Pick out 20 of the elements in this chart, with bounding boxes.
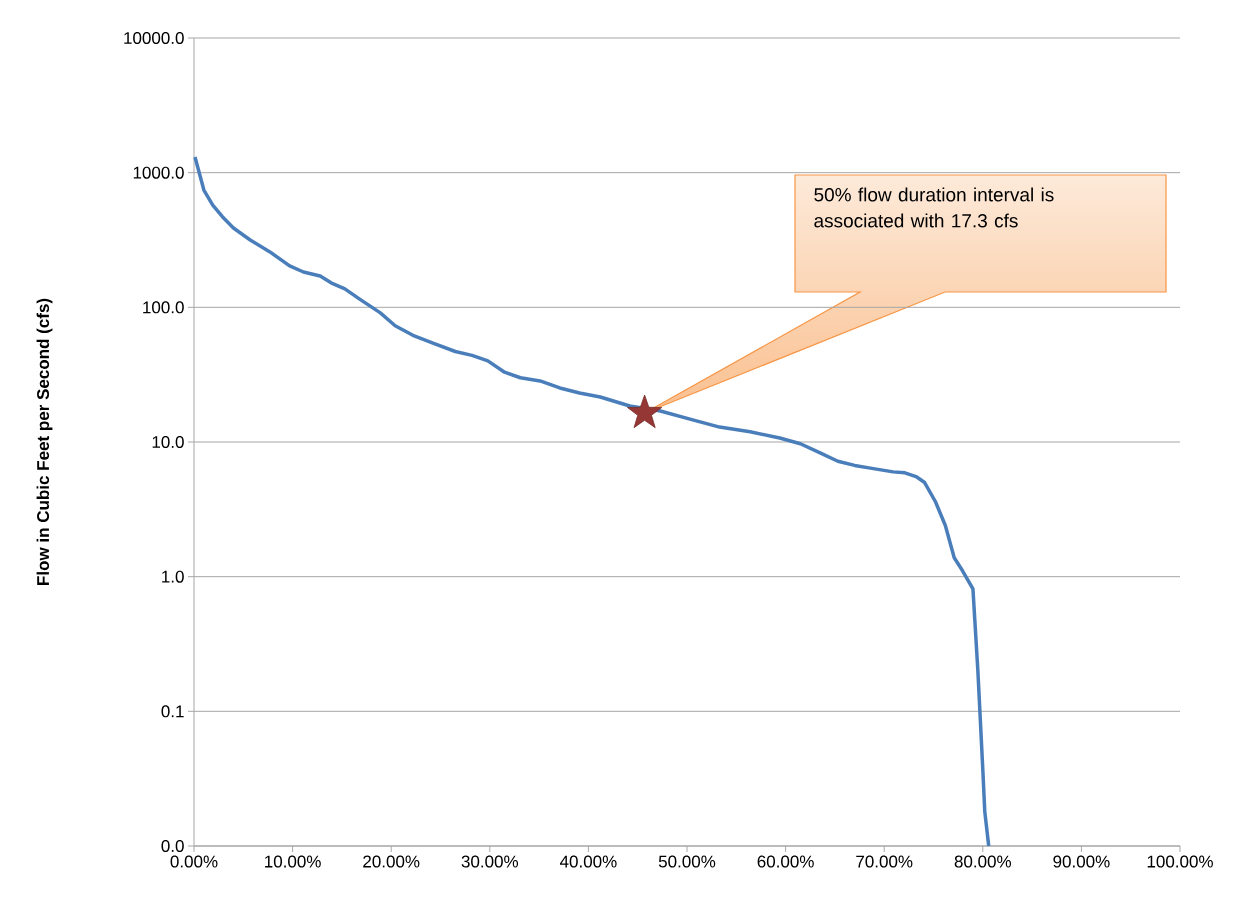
x-tick-label: 80.00% [954, 855, 1012, 868]
x-tick-label: 70.00% [856, 855, 913, 868]
x-tick-label: 90.00% [1053, 855, 1110, 868]
x-tick-label: 0.00% [170, 855, 218, 868]
annotation: 50% flow duration interval is associated with 17.3 cfs [814, 187, 1054, 228]
y-axis-title: Flow in Cubic Feet per Second (cfs) [36, 298, 53, 585]
y-tick-label: 100.0 [143, 301, 184, 314]
x-tick-label: 100.00% [1147, 855, 1213, 868]
x-tick-label: 30.00% [461, 855, 519, 868]
x-tick-label: 10.00% [265, 855, 321, 868]
y-tick-label: 1000.0 [133, 166, 184, 179]
x-tick-label: 60.00% [757, 855, 814, 868]
y-tick-label: 10000.0 [124, 31, 184, 45]
x-tick-label: 50.00% [658, 855, 716, 868]
y-tick-label: 1.0 [162, 570, 184, 583]
x-tick-label: 40.00% [559, 855, 617, 868]
y-tick-label: 0.0 [161, 839, 184, 853]
x-tick-label: 20.00% [363, 855, 420, 868]
y-tick-label: 10.0 [152, 435, 184, 449]
y-tick-label: 0.1 [161, 705, 184, 718]
